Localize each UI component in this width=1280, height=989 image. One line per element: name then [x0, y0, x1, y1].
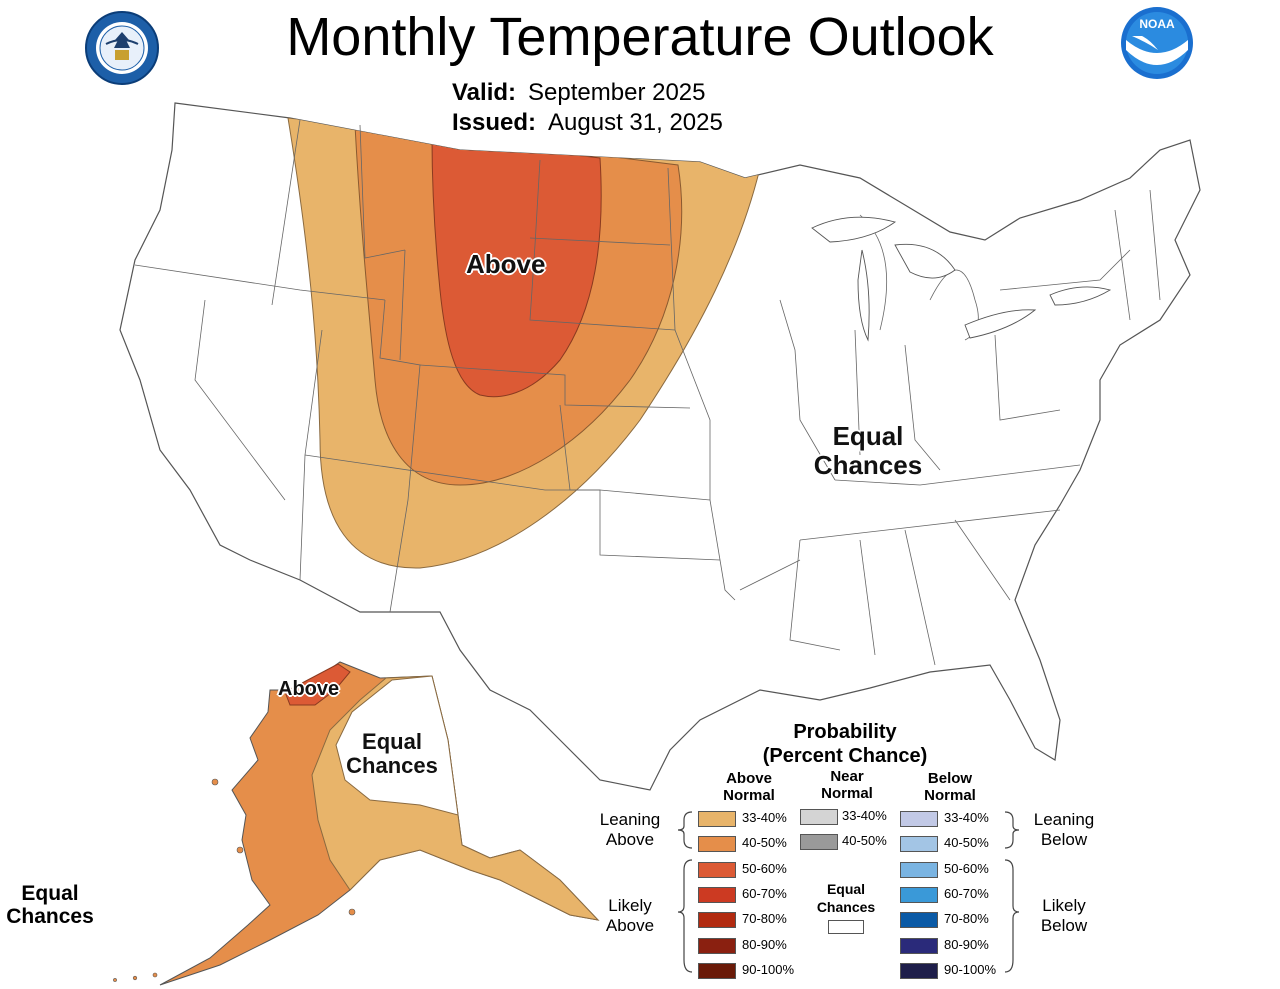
conus-above-label: Above: [466, 249, 546, 279]
below-normal-label: 70-80%: [944, 911, 989, 927]
noaa-logo-icon: NOAA: [1121, 7, 1193, 79]
legend-likely-above: Likely Above: [590, 896, 670, 936]
likely-below-line2: Below: [1040, 916, 1088, 935]
conus-equal-line2: Chances: [813, 449, 923, 480]
issued-label: Issued:: [452, 109, 537, 136]
noaa-logo-text: NOAA: [1139, 17, 1175, 31]
hawaii-equal-chances-label: Equal Chances: [2, 882, 98, 928]
issued-line: Issued: August 31, 2025: [452, 108, 723, 138]
above-normal-label: 40-50%: [742, 835, 787, 851]
alaska-equal-region: [335, 675, 459, 816]
above-normal-label: 90-100%: [742, 961, 795, 977]
below-normal-label: 60-70%: [944, 885, 989, 901]
equal-chances-line1: Equal: [826, 881, 866, 897]
valid-label: Valid:: [452, 79, 517, 106]
below-normal-swatch: [900, 886, 938, 903]
contour-50-60: [431, 137, 602, 398]
conus-equal-line1: Equal: [832, 421, 904, 451]
above-normal-label: 70-80%: [742, 911, 787, 927]
near-normal-label: 40-50%: [842, 833, 887, 849]
equal-chances-line2: Chances: [816, 899, 876, 915]
legend-col-near-normal: Near Normal: [807, 768, 887, 802]
legend-title-line1: Probability: [793, 721, 897, 743]
col-above-line2: Normal: [723, 787, 775, 804]
above-normal-swatch: [698, 962, 736, 979]
below-normal-swatch: [900, 861, 938, 878]
leaning-above-line1: Leaning: [599, 810, 661, 829]
col-below-line2: Normal: [924, 787, 976, 804]
alaska-equal-line1: Equal: [362, 729, 422, 754]
alaska-contour-50-60: [284, 663, 351, 706]
below-normal-swatch: [900, 962, 938, 979]
above-normal-swatch: [698, 912, 736, 929]
alaska-equal-chances-label: Equal Chances: [340, 729, 444, 779]
hawaii-equal-line2: Chances: [6, 905, 94, 929]
above-normal-swatch: [698, 861, 736, 878]
near-normal-swatch: [800, 834, 838, 851]
likely-below-line1: Likely: [1042, 896, 1086, 915]
near-normal-swatch: [800, 809, 838, 825]
alaska-equal-line2: Chances: [346, 753, 438, 779]
above-normal-label: 50-60%: [742, 860, 787, 876]
legend-leaning-above: Leaning Above: [590, 810, 670, 850]
valid-line: Valid: September 2025: [452, 78, 706, 108]
above-normal-swatch: [698, 937, 736, 954]
above-normal-label: 80-90%: [742, 936, 787, 952]
below-normal-swatch: [900, 912, 938, 929]
below-normal-label: 33-40%: [944, 810, 989, 825]
leaning-above-line2: Above: [605, 830, 655, 849]
legend-col-below-normal: Below Normal: [910, 770, 990, 804]
alaska-above-label: Above: [278, 678, 340, 700]
below-normal-swatch: [900, 836, 938, 853]
col-above-line1: Above: [726, 770, 772, 787]
aleutian-islands: [113, 778, 356, 982]
legend-leaning-below: Leaning Below: [1024, 810, 1104, 850]
legend-title: Probability (Percent Chance): [740, 720, 950, 768]
above-normal-swatch: [698, 886, 736, 903]
near-normal-label: 33-40%: [842, 808, 887, 823]
valid-value: September 2025: [528, 79, 706, 106]
conus-equal-chances-label: Equal Chances: [806, 422, 930, 479]
leaning-below-line1: Leaning: [1033, 810, 1095, 829]
legend-col-above-normal: Above Normal: [709, 770, 789, 804]
likely-above-line2: Above: [605, 916, 655, 935]
above-normal-swatch: [698, 811, 736, 827]
legend-likely-below: Likely Below: [1024, 896, 1104, 936]
below-normal-label: 50-60%: [944, 860, 989, 876]
above-normal-label: 60-70%: [742, 885, 787, 901]
col-near-line1: Near: [830, 768, 864, 785]
below-normal-label: 40-50%: [944, 835, 989, 851]
legend-equal-swatch: [828, 920, 864, 934]
below-normal-swatch: [900, 811, 938, 827]
below-normal-swatch: [900, 937, 938, 954]
hawaii-equal-line1: Equal: [21, 882, 79, 905]
issued-value: August 31, 2025: [548, 109, 723, 136]
legend-equal-chances: Equal Chances: [806, 880, 886, 916]
below-normal-label: 90-100%: [944, 961, 997, 977]
col-near-line2: Normal: [821, 785, 873, 802]
above-normal-swatch: [698, 836, 736, 853]
leaning-below-line2: Below: [1040, 830, 1088, 849]
legend-title-line2: (Percent Chance): [762, 745, 928, 767]
great-lakes: [811, 216, 1112, 342]
below-normal-label: 80-90%: [944, 936, 989, 952]
likely-above-line1: Likely: [608, 896, 652, 915]
commerce-seal-icon: [85, 11, 159, 85]
col-below-line1: Below: [927, 770, 973, 787]
above-normal-label: 33-40%: [742, 810, 787, 825]
map-title: Monthly Temperature Outlook: [286, 7, 994, 67]
